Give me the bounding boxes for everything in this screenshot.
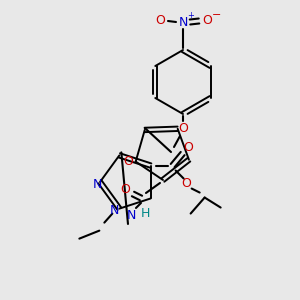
Text: O: O	[120, 184, 130, 196]
Text: N: N	[92, 178, 102, 190]
Text: O: O	[184, 141, 194, 154]
Text: H: H	[140, 208, 150, 220]
Text: O: O	[202, 14, 212, 28]
Text: +: +	[188, 11, 194, 20]
Text: O: O	[123, 155, 133, 168]
Text: N: N	[126, 209, 136, 223]
Text: −: −	[212, 10, 222, 20]
Text: O: O	[178, 122, 188, 134]
Text: O: O	[155, 14, 165, 28]
Text: N: N	[110, 204, 119, 217]
Text: O: O	[182, 177, 192, 190]
Text: N: N	[178, 16, 188, 28]
